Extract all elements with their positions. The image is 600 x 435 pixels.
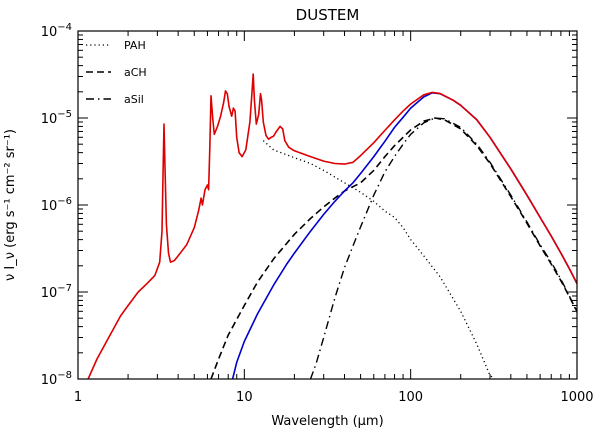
legend-label-ach: aCH [124, 66, 147, 79]
chart-title: DUSTEM [296, 6, 360, 24]
y-tick-label: 10−7 [41, 283, 72, 301]
x-tick-label: 1000 [560, 390, 593, 405]
asil-curve [309, 117, 577, 379]
x-tick-label: 10 [236, 390, 253, 405]
y-tick-label: 10−5 [41, 109, 72, 127]
red-total-curve [87, 73, 577, 379]
pah-curve [262, 140, 496, 379]
legend-label-pah: PAH [124, 39, 146, 52]
plot-frame [77, 30, 578, 380]
x-axis-title: Wavelength (μm) [271, 414, 383, 429]
ach-curve [210, 117, 577, 379]
y-tick-label: 10−8 [41, 370, 72, 388]
legend: PAH aCH aSil [86, 39, 147, 106]
axis-ticks: 1 10 100 1000 10−8 10−7 10−6 10−5 10−4 [41, 22, 594, 405]
x-tick-label: 100 [398, 390, 423, 405]
y-axis-title: ν I_ν (erg s⁻¹ cm⁻² sr⁻¹) [3, 129, 18, 281]
y-tick-label: 10−4 [41, 22, 72, 40]
series-lines [87, 73, 577, 379]
y-tick-label: 10−6 [41, 196, 72, 214]
x-tick-label: 1 [74, 390, 82, 405]
legend-label-asil: aSil [124, 93, 144, 106]
